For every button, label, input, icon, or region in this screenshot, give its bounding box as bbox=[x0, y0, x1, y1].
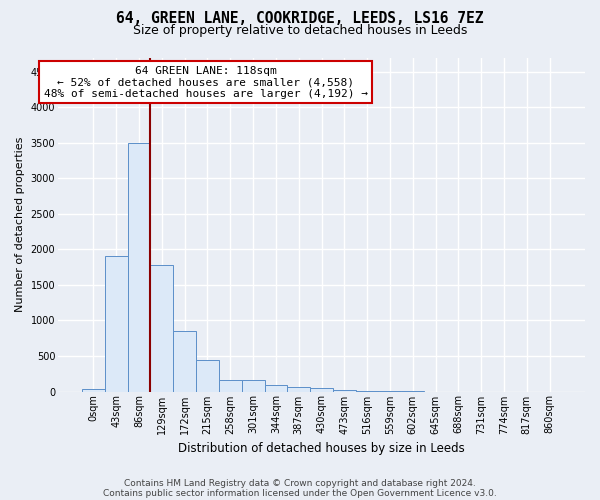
Bar bbox=[105, 256, 128, 392]
Text: Size of property relative to detached houses in Leeds: Size of property relative to detached ho… bbox=[133, 24, 467, 37]
Bar bbox=[242, 380, 265, 392]
Bar bbox=[287, 387, 310, 392]
Bar bbox=[219, 380, 242, 392]
Text: Contains HM Land Registry data © Crown copyright and database right 2024.
Contai: Contains HM Land Registry data © Crown c… bbox=[103, 478, 497, 498]
Bar bbox=[128, 143, 151, 392]
Bar bbox=[151, 265, 173, 392]
Text: 64 GREEN LANE: 118sqm
← 52% of detached houses are smaller (4,558)
48% of semi-d: 64 GREEN LANE: 118sqm ← 52% of detached … bbox=[44, 66, 368, 99]
Bar bbox=[333, 390, 356, 392]
X-axis label: Distribution of detached houses by size in Leeds: Distribution of detached houses by size … bbox=[178, 442, 465, 455]
Bar bbox=[173, 331, 196, 392]
Bar bbox=[196, 360, 219, 392]
Bar bbox=[310, 388, 333, 392]
Bar bbox=[265, 385, 287, 392]
Bar bbox=[82, 390, 105, 392]
Text: 64, GREEN LANE, COOKRIDGE, LEEDS, LS16 7EZ: 64, GREEN LANE, COOKRIDGE, LEEDS, LS16 7… bbox=[116, 11, 484, 26]
Y-axis label: Number of detached properties: Number of detached properties bbox=[15, 137, 25, 312]
